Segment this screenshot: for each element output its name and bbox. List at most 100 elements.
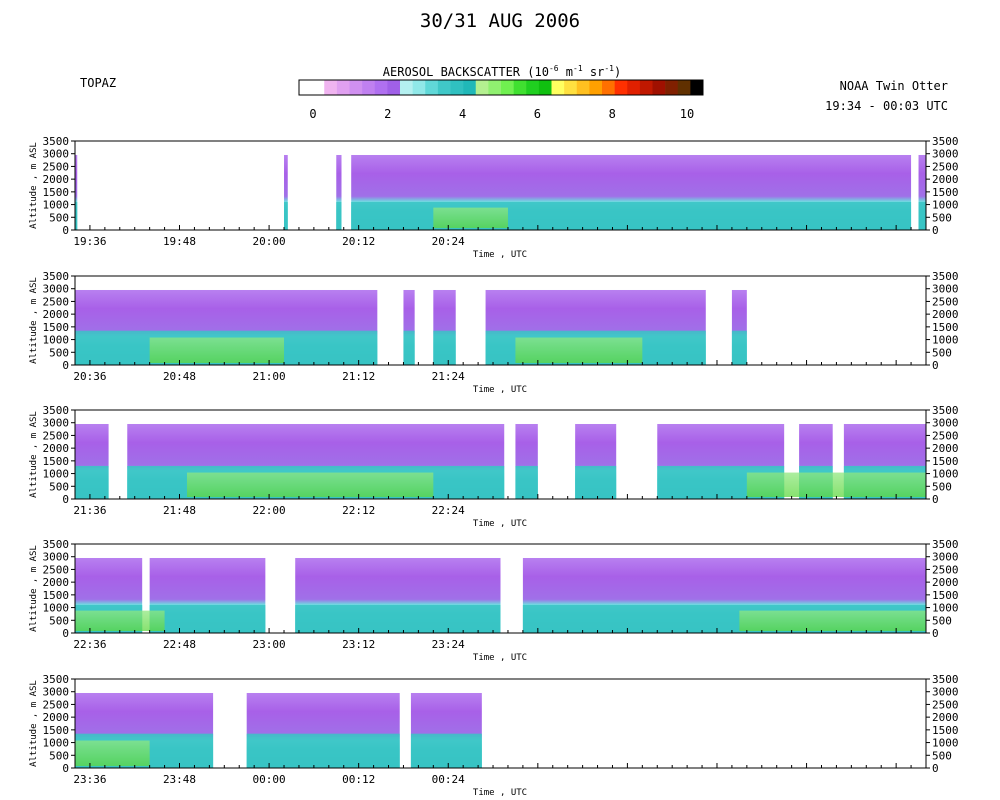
y-tick-label: 0 xyxy=(932,762,939,775)
x-axis-title: Time , UTC xyxy=(473,788,527,798)
y-tick-label: 3500 xyxy=(43,404,70,417)
y-tick-label: 1500 xyxy=(43,455,70,468)
colorbar-swatch xyxy=(627,80,641,95)
y-tick-label: 500 xyxy=(49,480,69,493)
colorbar-swatch xyxy=(513,80,527,95)
y-tick-label: 500 xyxy=(932,480,952,493)
y-tick-label: 1500 xyxy=(43,186,70,199)
y-axis-title: Altitude , m ASL xyxy=(29,277,39,364)
y-tick-label: 2000 xyxy=(932,711,959,724)
y-tick-label: 1500 xyxy=(932,589,959,602)
y-tick-label: 3000 xyxy=(43,283,70,296)
y-tick-label: 2500 xyxy=(43,429,70,442)
enhanced-region xyxy=(75,610,165,631)
boundary-layer xyxy=(410,733,482,768)
y-tick-label: 3500 xyxy=(43,538,70,551)
colorbar-title: AEROSOL BACKSCATTER (10-6 m-1 sr-1) xyxy=(382,64,622,79)
x-tick-label: 23:36 xyxy=(73,773,106,786)
x-tick-label: 20:12 xyxy=(342,235,375,248)
x-tick-label: 19:48 xyxy=(163,235,196,248)
y-tick-label: 0 xyxy=(932,359,939,372)
x-tick-label: 22:48 xyxy=(163,638,196,651)
y-tick-label: 0 xyxy=(62,493,69,506)
y-tick-label: 1000 xyxy=(932,199,959,212)
colorbar-swatch xyxy=(501,80,514,95)
x-tick-label: 22:24 xyxy=(432,504,465,517)
y-tick-label: 3000 xyxy=(932,686,959,699)
x-tick-label: 23:00 xyxy=(253,638,286,651)
colorbar-swatch xyxy=(602,80,615,95)
y-tick-label: 2000 xyxy=(932,173,959,186)
y-tick-label: 3000 xyxy=(43,551,70,564)
time-span-label: 19:34 - 00:03 UTC xyxy=(825,99,948,113)
colorbar-swatch xyxy=(336,80,350,95)
x-tick-label: 22:12 xyxy=(342,504,375,517)
boundary-layer xyxy=(403,330,415,365)
platform-info: NOAA Twin Otter 19:34 - 00:03 UTC xyxy=(818,76,948,116)
y-tick-label: 2500 xyxy=(43,160,70,173)
y-axis-title: Altitude , m ASL xyxy=(29,680,39,767)
y-tick-label: 500 xyxy=(49,614,69,627)
y-tick-label: 1500 xyxy=(932,455,959,468)
enhanced-region xyxy=(149,337,285,363)
colorbar-swatch xyxy=(425,80,439,95)
x-tick-label: 21:36 xyxy=(73,504,106,517)
y-tick-label: 3500 xyxy=(932,404,959,417)
y-tick-label: 3000 xyxy=(932,283,959,296)
colorbar-swatch xyxy=(526,80,540,95)
y-tick-label: 2500 xyxy=(43,698,70,711)
boundary-layer xyxy=(295,605,501,633)
y-tick-label: 1000 xyxy=(43,199,70,212)
colorbar-swatch xyxy=(349,80,363,95)
x-tick-label: 20:36 xyxy=(73,370,106,383)
boundary-layer xyxy=(75,465,109,499)
y-tick-label: 3500 xyxy=(43,270,70,283)
x-tick-label: 21:24 xyxy=(432,370,465,383)
y-tick-label: 3500 xyxy=(43,673,70,686)
x-tick-label: 20:00 xyxy=(253,235,286,248)
colorbar-swatch xyxy=(576,80,590,95)
colorbar-swatch xyxy=(450,80,464,95)
boundary-layer xyxy=(336,202,342,230)
y-tick-label: 3000 xyxy=(43,148,70,161)
boundary-layer xyxy=(284,202,288,230)
colorbar-tick-label: 6 xyxy=(533,107,541,121)
y-tick-label: 0 xyxy=(62,359,69,372)
data-segment xyxy=(918,154,926,230)
colorbar-swatch xyxy=(665,80,679,95)
colorbar-tick-label: 4 xyxy=(458,107,467,121)
y-tick-label: 0 xyxy=(932,627,939,640)
y-tick-label: 500 xyxy=(932,346,952,359)
y-tick-label: 3000 xyxy=(43,417,70,430)
y-tick-label: 500 xyxy=(932,614,952,627)
x-tick-label: 00:24 xyxy=(432,773,465,786)
x-axis-title: Time , UTC xyxy=(473,385,527,395)
y-tick-label: 2000 xyxy=(43,173,70,186)
panel-frame xyxy=(74,543,927,634)
data-segment xyxy=(336,154,342,230)
x-tick-label: 21:12 xyxy=(342,370,375,383)
y-tick-label: 3000 xyxy=(932,417,959,430)
x-tick-label: 22:36 xyxy=(73,638,106,651)
panel-frame xyxy=(74,409,927,500)
y-tick-label: 3500 xyxy=(932,135,959,148)
y-tick-label: 3000 xyxy=(43,686,70,699)
y-tick-label: 500 xyxy=(49,749,69,762)
enhanced-region xyxy=(433,207,508,228)
y-tick-label: 3500 xyxy=(43,135,70,148)
y-tick-label: 2000 xyxy=(932,308,959,321)
boundary-layer xyxy=(731,330,747,365)
colorbar-swatch xyxy=(639,80,653,95)
colorbar-swatch xyxy=(551,80,565,95)
y-tick-label: 3500 xyxy=(932,673,959,686)
x-tick-label: 22:00 xyxy=(253,504,286,517)
data-segment xyxy=(284,154,288,230)
x-tick-label: 19:36 xyxy=(73,235,106,248)
boundary-layer xyxy=(149,605,266,633)
y-tick-label: 500 xyxy=(932,211,952,224)
y-tick-label: 1000 xyxy=(932,334,959,347)
